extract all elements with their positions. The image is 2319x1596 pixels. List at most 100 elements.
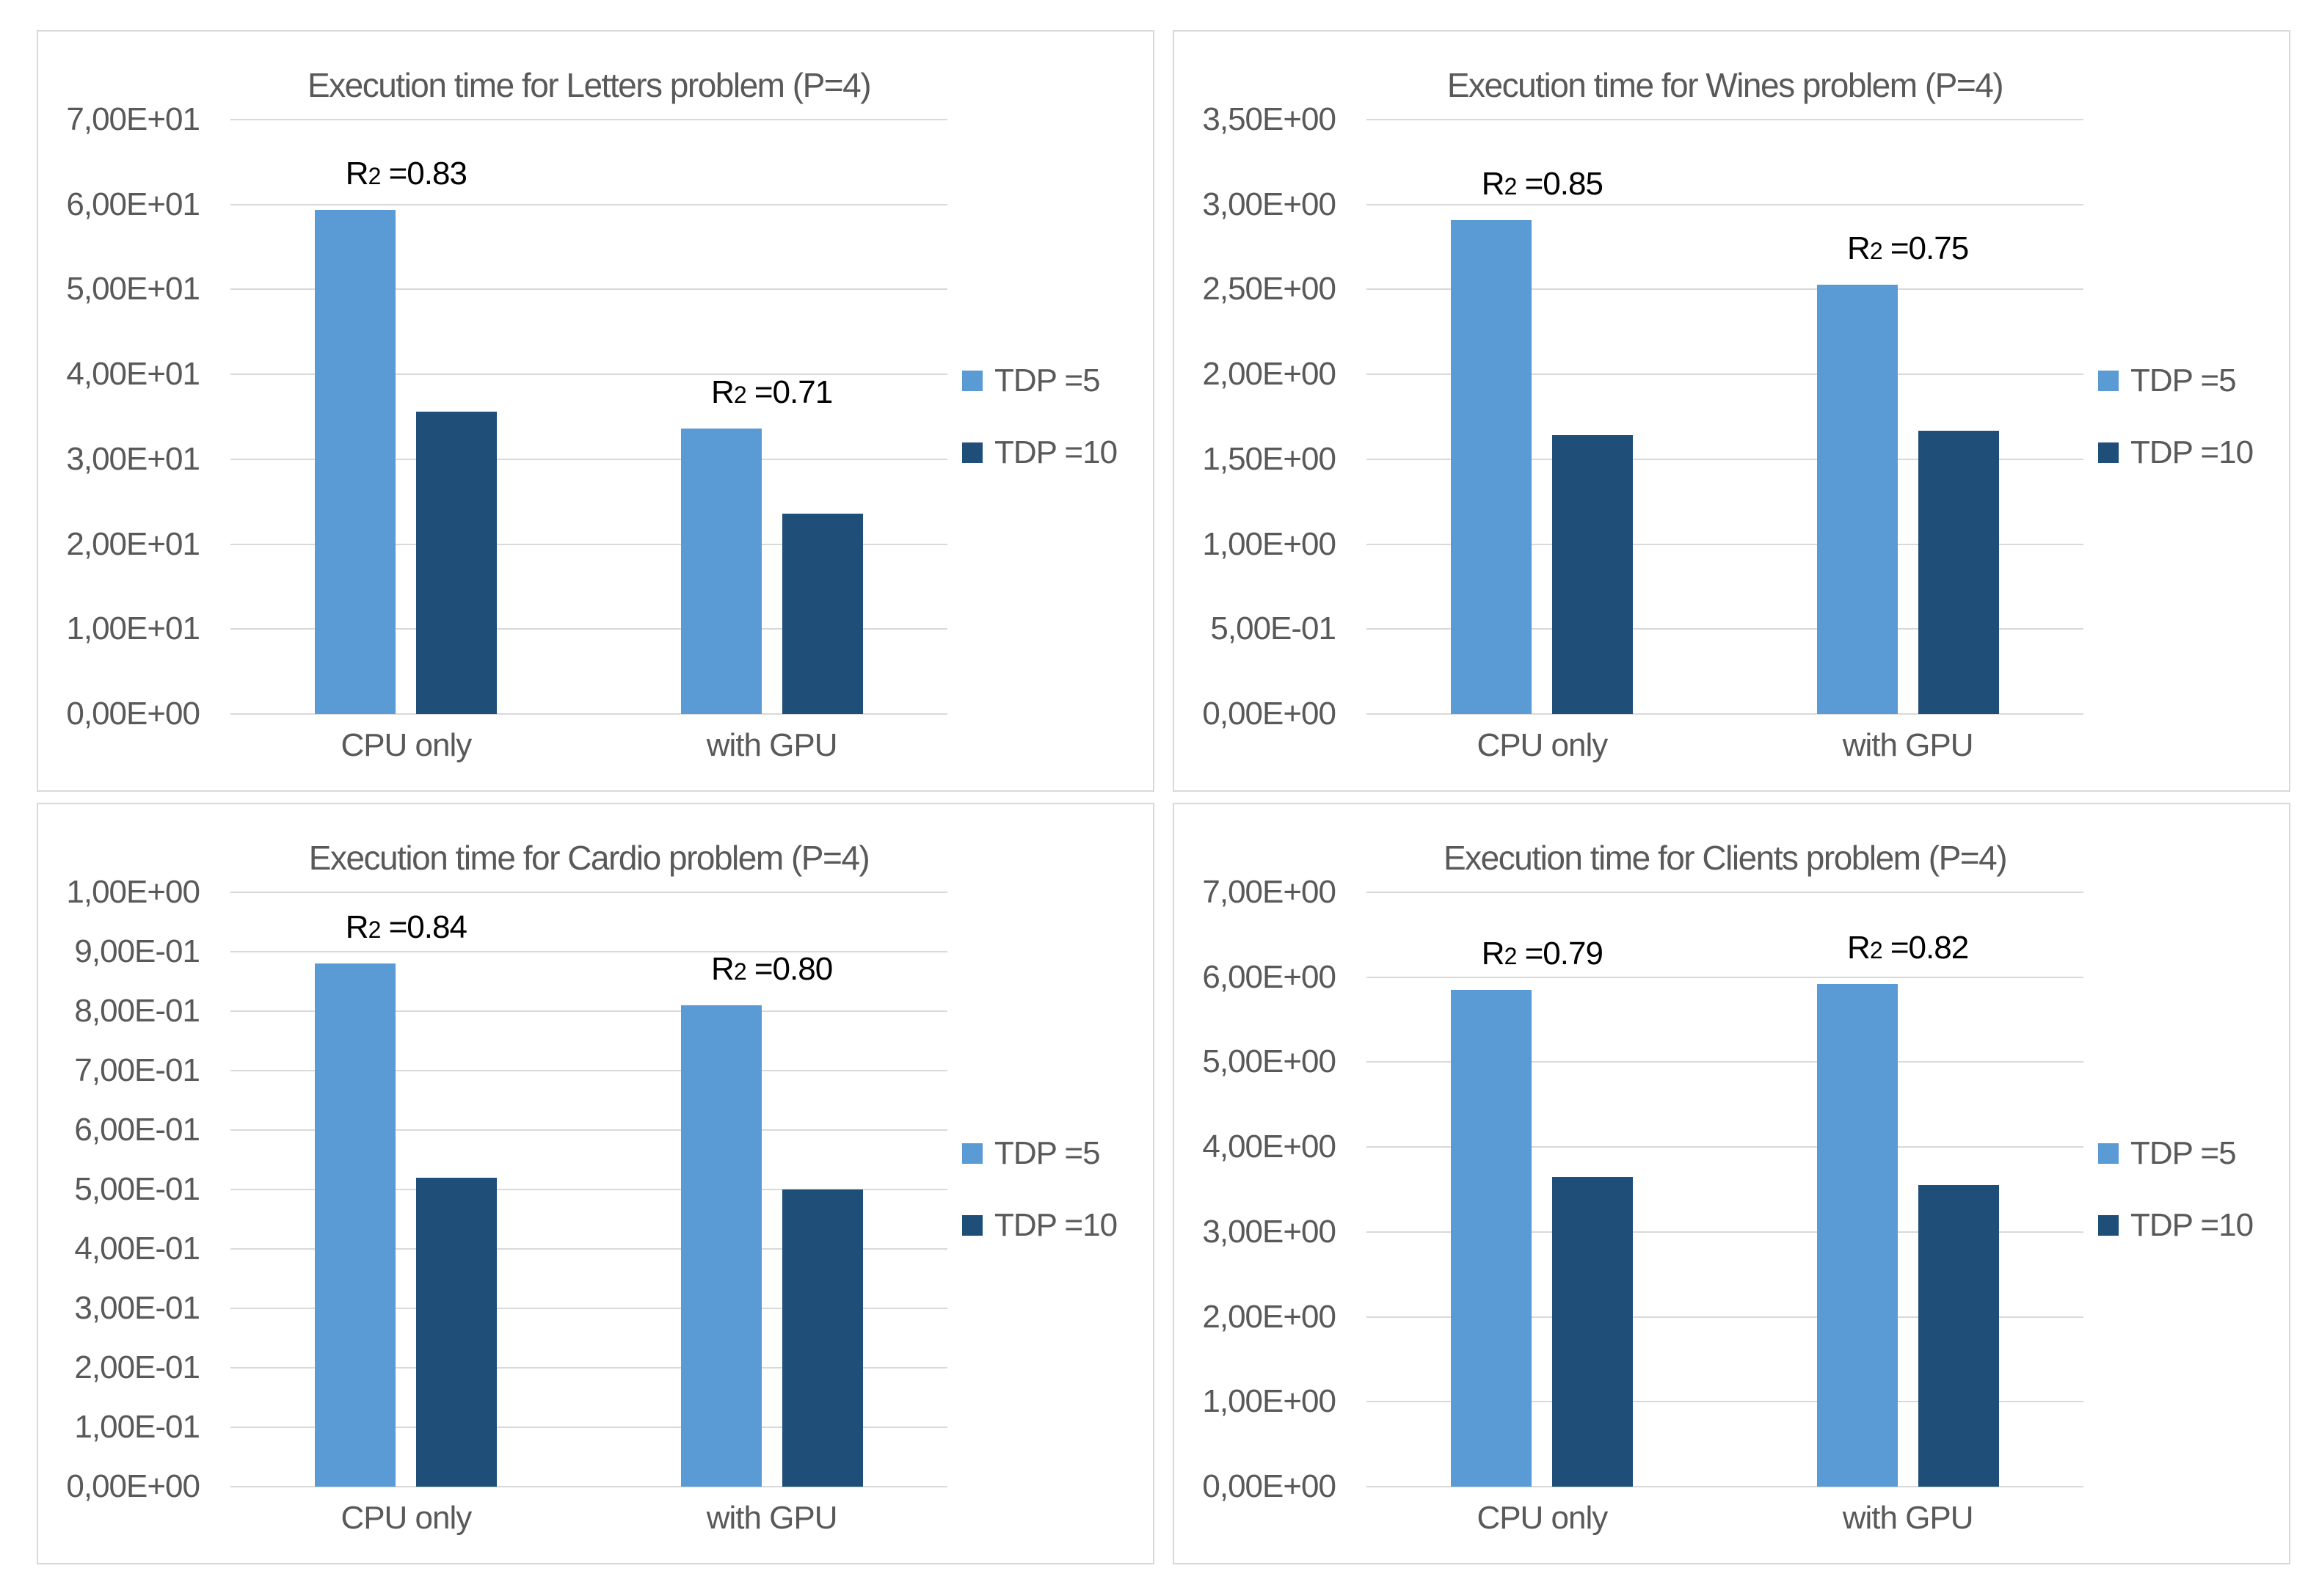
plot-area: R2 =0.79 R2 =0.82 [1366,892,2083,1487]
y-tick-label: 4,00E-01 [74,1231,200,1267]
r2-annotation-value: =0.85 [1516,165,1603,202]
gridline [230,458,947,460]
y-tick-label: 5,00E+00 [1202,1043,1336,1080]
legend-label: TDP =10 [2130,1207,2254,1243]
y-tick-label: 2,00E+00 [1202,1298,1336,1335]
r2-annotation-sub: 2 [733,958,747,985]
y-tick-label: 1,00E+00 [66,874,200,910]
gridline [230,713,947,715]
x-category-label: with GPU [706,727,838,763]
x-category-label: CPU only [1477,727,1608,763]
r2-annotation-value: =0.79 [1516,936,1603,972]
chart-body: 0,00E+00 1,00E+00 2,00E+00 3,00E+00 4,00E+00… [1174,874,2289,1563]
x-axis-labels: CPU only with GPU [230,714,947,790]
legend-swatch-tdp-5 [962,371,983,391]
y-tick-label: 1,00E+00 [1202,525,1336,562]
gridline [230,1070,947,1071]
x-axis-labels: CPU only with GPU [1366,714,2083,790]
gridline [1366,374,2083,376]
r2-annotation-value: =0.71 [746,374,833,411]
r2-annotation-value: =0.83 [380,155,467,192]
x-category-label: with GPU [1842,727,1974,763]
bar-tdp-10-cpu-only [416,412,498,714]
gridline [230,119,947,120]
y-tick-label: 6,00E+01 [66,186,200,222]
y-tick-label: 9,00E-01 [74,933,200,969]
y-tick-label: 7,00E+00 [1202,874,1336,910]
x-category-label: CPU only [341,1500,472,1536]
y-tick-label: 5,00E-01 [74,1171,200,1207]
legend-item-tdp-5: TDP =5 [962,1135,1153,1172]
bar-tdp-5-with-gpu [680,1005,762,1487]
legend-label: TDP =10 [994,1207,1118,1243]
chart-body: 0,00E+00 5,00E-01 1,00E+00 1,50E+00 2,00E+00… [1174,101,2289,790]
gridline [1366,713,2083,715]
gridline [1366,288,2083,291]
bar-tdp-10-cpu-only [416,1177,498,1487]
y-axis: 0,00E+00 5,00E-01 1,00E+00 1,50E+00 2,00E+00… [1174,101,1366,732]
legend-swatch-tdp-10 [2098,1215,2119,1236]
r2-annotation-base: R [711,374,735,411]
chart-body: 0,00E+00 1,00E-01 2,00E-01 3,00E-01 4,00E-01… [38,874,1153,1563]
y-tick-label: 5,00E+01 [66,271,200,307]
bar-tdp-10-cpu-only [1552,1176,1634,1487]
y-tick-label: 2,50E+00 [1202,271,1336,307]
r2-annotation: R2 =0.83 [346,156,467,192]
y-axis: 0,00E+00 1,00E+00 2,00E+00 3,00E+00 4,00E+00… [1174,874,1366,1504]
gridline [1366,1061,2083,1063]
r2-annotation: R2 =0.80 [711,951,833,988]
bar-tdp-5-with-gpu [1816,983,1898,1487]
r2-annotation: R2 =0.82 [1847,930,1969,966]
bar-tdp-5-cpu-only [315,963,396,1487]
bar-tdp-10-with-gpu [782,513,863,714]
r2-annotation-value: =0.75 [1882,230,1969,266]
y-tick-label: 8,00E-01 [74,993,200,1029]
legend-item-tdp-10: TDP =10 [2098,1207,2289,1244]
y-tick-label: 5,00E-01 [1210,611,1336,647]
gridline [1366,892,2083,893]
r2-annotation-base: R [711,951,735,988]
bar-tdp-5-with-gpu [1816,284,1898,714]
plot-wrap: R2 =0.79 R2 =0.82 CPU only with GPU [1366,892,2083,1563]
y-tick-label: 0,00E+00 [66,1468,200,1504]
legend-item-tdp-5: TDP =5 [2098,1135,2289,1172]
r2-annotation: R2 =0.84 [346,909,467,946]
chart-panel-clients: Execution time for Clients problem (P=4)… [1173,803,2290,1564]
r2-annotation-base: R [345,909,369,946]
r2-annotation-base: R [1481,936,1505,972]
r2-annotation-sub: 2 [1504,943,1518,970]
gridline [230,203,947,205]
y-tick-label: 2,00E+01 [66,525,200,562]
y-tick-label: 7,00E+01 [66,101,200,137]
r2-annotation-value: =0.80 [746,951,833,988]
gridline [230,1486,947,1487]
bar-tdp-5-cpu-only [315,209,396,714]
legend-label: TDP =10 [2130,434,2254,470]
legend-label: TDP =5 [994,362,1101,398]
gridline [1366,1486,2083,1487]
legend-swatch-tdp-5 [2098,1143,2119,1164]
r2-annotation: R2 =0.79 [1482,936,1603,972]
gridline [230,288,947,291]
r2-annotation-value: =0.84 [380,909,467,946]
r2-annotation: R2 =0.71 [711,374,833,411]
legend-item-tdp-10: TDP =10 [962,434,1153,471]
bar-tdp-5-with-gpu [680,429,762,714]
legend-label: TDP =5 [2130,362,2237,398]
legend: TDP =5 TDP =10 [2083,892,2289,1487]
gridline [230,1129,947,1131]
legend-item-tdp-10: TDP =10 [962,1207,1153,1244]
r2-annotation-sub: 2 [368,917,382,944]
y-axis: 0,00E+00 1,00E-01 2,00E-01 3,00E-01 4,00E-01… [38,874,230,1504]
y-tick-label: 0,00E+00 [1202,696,1336,732]
gridline [1366,1146,2083,1148]
legend: TDP =5 TDP =10 [947,892,1153,1487]
r2-annotation: R2 =0.85 [1482,166,1603,203]
gridline [1366,543,2083,545]
chart-body: 0,00E+00 1,00E+01 2,00E+01 3,00E+01 4,00E+01… [38,101,1153,790]
legend-swatch-tdp-10 [962,1215,983,1236]
r2-annotation-sub: 2 [1869,937,1883,964]
chart-title: Execution time for Letters problem (P=4) [307,66,872,104]
gridline [230,1426,947,1428]
legend-item-tdp-5: TDP =5 [2098,362,2289,399]
